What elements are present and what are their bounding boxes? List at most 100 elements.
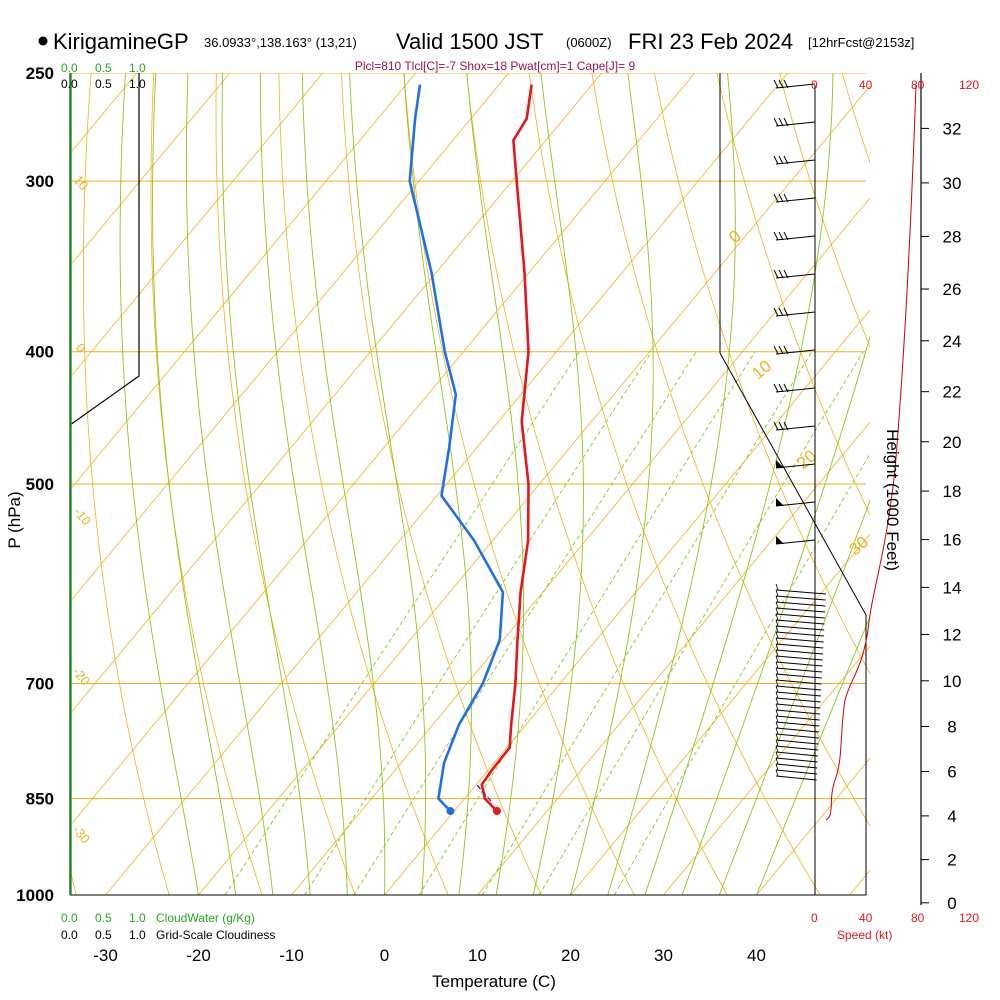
sounding-params: Plcl=810 Tlcl[C]=-7 Shox=18 Pwat[cm]=1 C… — [355, 59, 636, 73]
barb-shaft — [775, 655, 823, 661]
mixing-ratio-label: 12 — [540, 893, 561, 913]
plot-right-slant — [719, 352, 867, 616]
cw-top-tick-1: 0.5 — [95, 61, 112, 75]
cl-top-tick-2: 1.0 — [129, 77, 146, 91]
moist-adiabat-line — [532, 73, 584, 895]
isotherm-line — [105, 73, 789, 895]
barb-shaft — [775, 679, 822, 685]
mixing-ratio-line — [353, 351, 697, 895]
barb-feather — [775, 697, 779, 705]
barb-feather — [775, 631, 779, 639]
barb-feather — [775, 589, 779, 597]
speed-top-tick-0: 0 — [811, 78, 818, 92]
height-tick-label: 0 — [947, 894, 956, 913]
moist-adiabat-line — [756, 615, 870, 895]
utc-time: (0600Z) — [566, 35, 612, 50]
barb-shaft — [775, 763, 818, 769]
mixing-ratio-label: 2 — [304, 901, 320, 916]
barb-shaft — [775, 751, 818, 757]
x-tick-label: -10 — [279, 946, 304, 965]
barb-feather — [775, 643, 779, 651]
wind-barb — [775, 703, 821, 715]
cw-top-tick-0: 0.0 — [61, 61, 78, 75]
wind-barb — [775, 769, 817, 781]
wind-barb — [773, 269, 816, 279]
barb-shaft — [775, 769, 818, 775]
barb-feather — [775, 685, 779, 693]
mixing-ratio-line — [304, 351, 652, 895]
barb-feather — [775, 715, 779, 723]
isotherm-line — [70, 73, 231, 267]
cloudiness-label: Grid-Scale Cloudiness — [156, 928, 275, 942]
barb-feather — [778, 269, 784, 279]
isotherm-line — [70, 73, 603, 715]
moist-adiabat-line — [349, 73, 427, 895]
height-tick-label: 30 — [943, 174, 962, 193]
dry-adiabat-line — [215, 73, 356, 895]
wind-barb — [775, 583, 827, 595]
isotherm-line — [198, 85, 870, 895]
moist-adiabat-line — [152, 73, 237, 895]
cl-bot-tick-0: 0.0 — [61, 928, 78, 942]
station-coords: 36.0933°,138.163° (13,21) — [204, 35, 357, 50]
wind-barb — [775, 673, 822, 685]
wind-barb — [773, 193, 816, 203]
height-tick-label: 14 — [943, 578, 962, 597]
isotherm-label: 20 — [793, 446, 820, 473]
barb-feather — [775, 637, 779, 645]
barb-feather — [783, 383, 789, 393]
barb-feather — [783, 79, 789, 89]
barb-feather — [775, 601, 779, 609]
height-tick-label: 18 — [943, 482, 962, 501]
barb-pennant — [776, 498, 784, 506]
dry-adiabat-line — [959, 49, 1000, 924]
mixing-ratio-label: 5 — [418, 900, 434, 915]
speed-bot-tick-2: 80 — [911, 911, 925, 925]
barb-feather — [775, 613, 779, 621]
x-tick-labels: -30 -20 -10 0 10 20 30 40 — [93, 946, 766, 965]
wind-speed-line — [825, 84, 917, 821]
isotherm-line — [291, 197, 870, 895]
moist-adiabat-line — [466, 73, 524, 895]
barb-feather — [775, 607, 779, 615]
cloudwater-label: CloudWater (g/Kg) — [156, 911, 255, 925]
barb-feather — [775, 739, 779, 747]
wind-barb — [775, 733, 819, 745]
x-tick-label: 20 — [561, 946, 580, 965]
height-tick-label: 16 — [943, 531, 962, 550]
barb-shaft — [775, 619, 825, 625]
cw-bot-tick-2: 1.0 — [129, 911, 146, 925]
x-axis-label: Temperature (C) — [432, 972, 556, 991]
dry-adiabat-line — [278, 73, 449, 895]
wind-barb — [775, 498, 816, 507]
wind-barb — [775, 631, 824, 643]
moist-adiabat-line — [718, 499, 870, 895]
cl-top-tick-1: 0.5 — [95, 77, 112, 91]
height-axis-label: Height (1000 Feet) — [883, 429, 902, 571]
height-tick-label: 24 — [943, 332, 962, 351]
barb-shaft — [775, 709, 821, 715]
barb-shaft — [775, 625, 825, 631]
height-tick-label: 22 — [943, 383, 962, 402]
wind-barb — [775, 727, 819, 739]
barb-shaft — [775, 691, 821, 697]
barb-feather — [778, 79, 784, 89]
barb-shaft — [775, 757, 818, 763]
barb-shaft — [775, 667, 823, 673]
wind-barb — [773, 231, 816, 241]
wind-barb — [775, 757, 818, 769]
barb-feather — [775, 661, 779, 669]
barb-shaft — [775, 595, 826, 601]
wind-barb — [775, 763, 818, 775]
wind-barb — [775, 679, 822, 691]
barb-feather — [773, 345, 779, 355]
mixing-ratio-line — [481, 351, 813, 895]
cl-top-tick-0: 0.0 — [61, 77, 78, 91]
barb-feather — [783, 155, 789, 165]
barb-shaft — [775, 697, 821, 703]
barb-feather — [775, 709, 779, 717]
wind-barb — [775, 619, 825, 631]
barb-shaft — [775, 643, 824, 649]
